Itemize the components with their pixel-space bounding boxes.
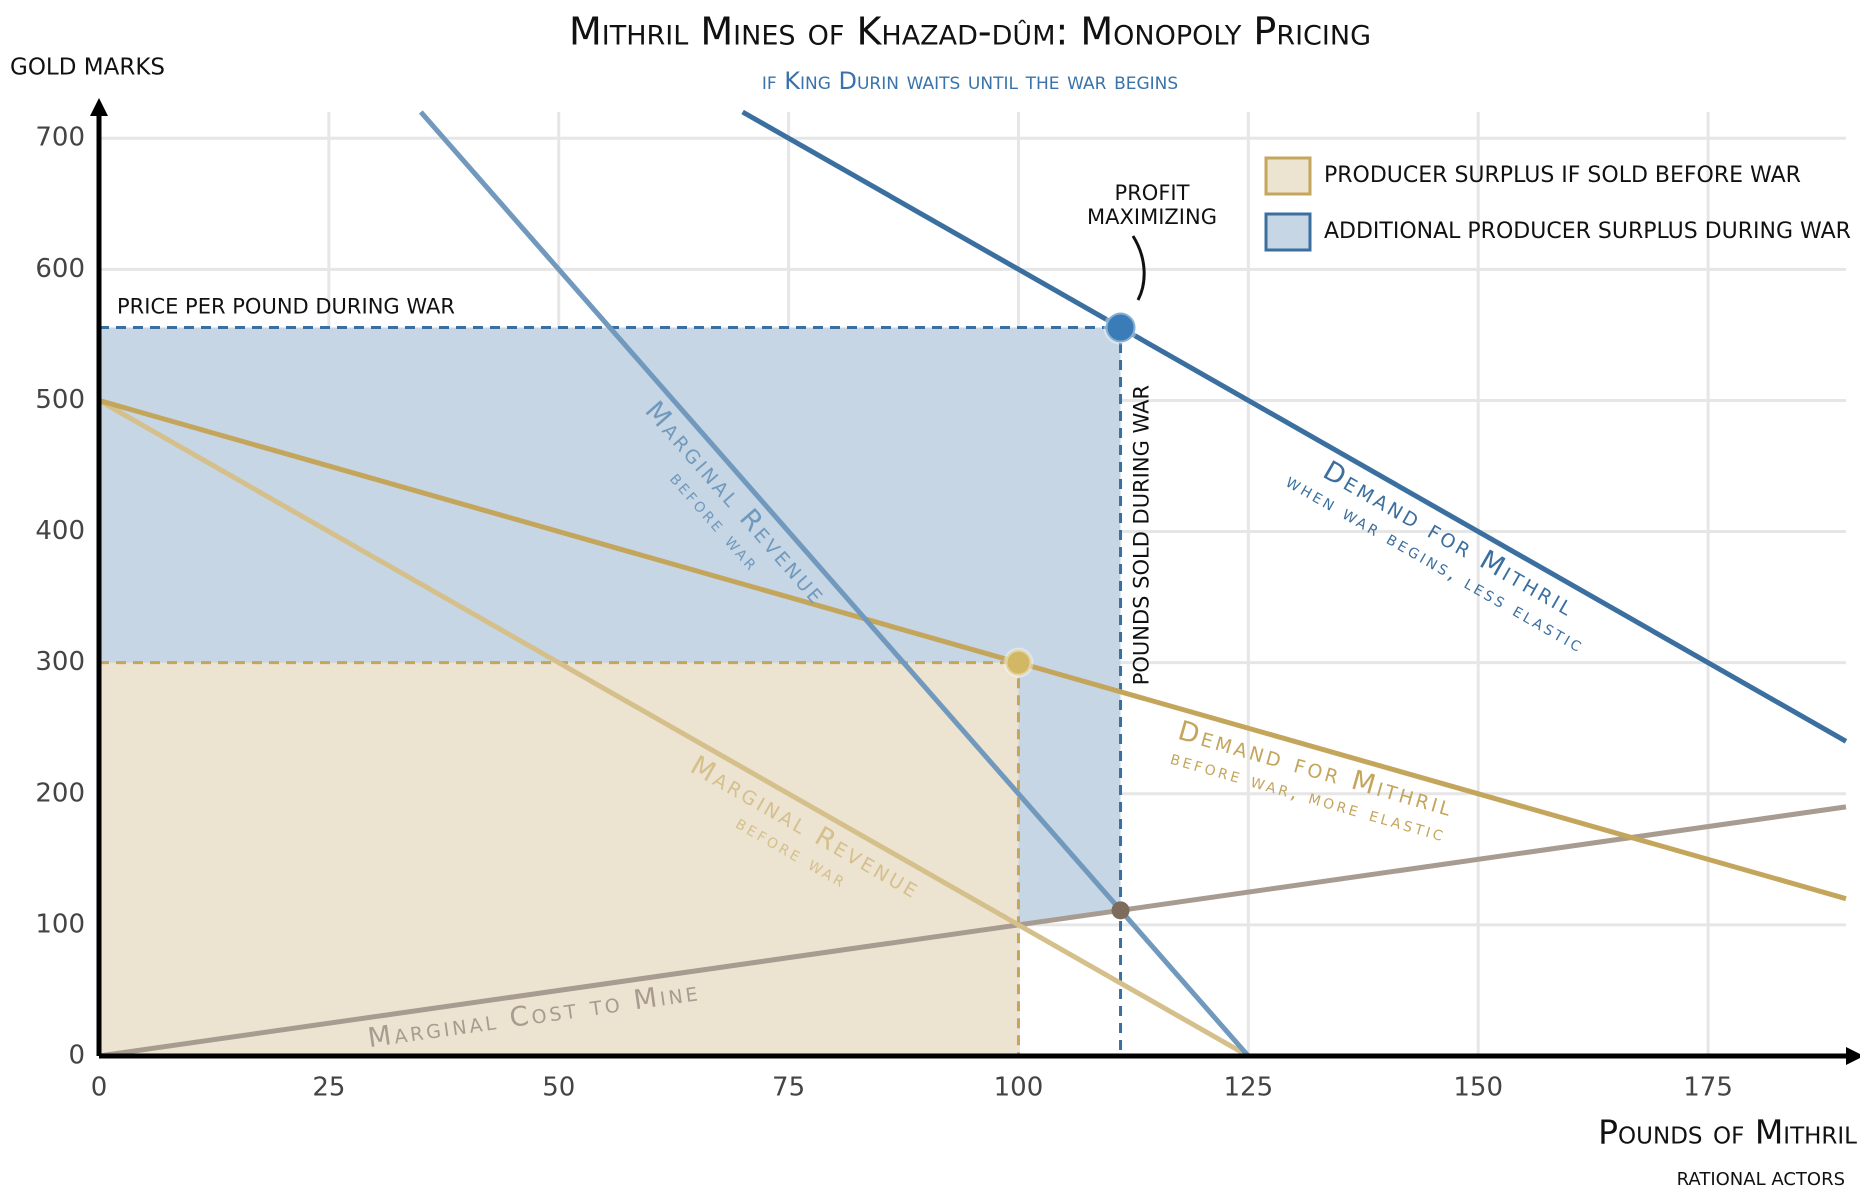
surplus-area [99, 327, 1121, 925]
curve [98, 398, 1847, 902]
y-tick-label: 600 [35, 254, 85, 284]
point [1103, 310, 1138, 345]
point [1003, 647, 1034, 678]
y-tick-label: 200 [35, 778, 85, 808]
x-axis-label: Pounds of Mithril [1598, 1113, 1857, 1152]
curve [741, 109, 1848, 744]
chart-subtitle: if King Durin waits until the war begins [762, 67, 1178, 95]
y-tick-label: 300 [35, 647, 85, 677]
legend-swatch [1264, 212, 1312, 252]
legend-label: ADDITIONAL PRODUCER SURPLUS DURING WAR [1324, 219, 1851, 244]
y-tick-label: 500 [35, 385, 85, 415]
x-tick-label: 150 [1453, 1073, 1503, 1103]
curve [98, 804, 1847, 1059]
y-tick-label: 0 [68, 1041, 85, 1071]
annotation: PRICE PER POUND DURING WAR [117, 295, 455, 319]
chart-title: Mithril Mines of Khazad-dûm: Monopoly Pr… [569, 10, 1371, 54]
annotation: POUNDS SOLD DURING WAR [1130, 385, 1154, 685]
x-axis-arrow [1846, 1047, 1860, 1065]
annotation-arrow [1131, 235, 1146, 301]
x-tick-label: 100 [994, 1073, 1044, 1103]
x-tick-label: 125 [1224, 1073, 1274, 1103]
y-tick-label: 700 [35, 123, 85, 153]
x-tick-label: 25 [312, 1073, 345, 1103]
legend-label: PRODUCER SURPLUS IF SOLD BEFORE WAR [1324, 163, 1801, 188]
curve [418, 110, 1251, 1058]
curve-note: when war begins, less elastic [1282, 469, 1589, 658]
y-axis-arrow [90, 98, 108, 116]
curve-label: Demand for Mithril [1318, 455, 1581, 623]
legend-swatch [1264, 156, 1312, 196]
y-axis-label: GOLD MARKS [10, 55, 165, 81]
curve [97, 398, 1250, 1059]
x-tick-label: 50 [542, 1073, 575, 1103]
x-tick-label: 0 [91, 1073, 108, 1103]
y-tick-label: 400 [35, 516, 85, 546]
x-tick-label: 75 [772, 1073, 805, 1103]
y-tick-label: 100 [35, 909, 85, 939]
point [1111, 901, 1130, 920]
annotation: PROFIT [1115, 181, 1190, 205]
annotation: MAXIMIZING [1087, 205, 1217, 229]
footer: RATIONAL ACTORS [1677, 1169, 1845, 1190]
x-tick-label: 175 [1683, 1073, 1733, 1103]
